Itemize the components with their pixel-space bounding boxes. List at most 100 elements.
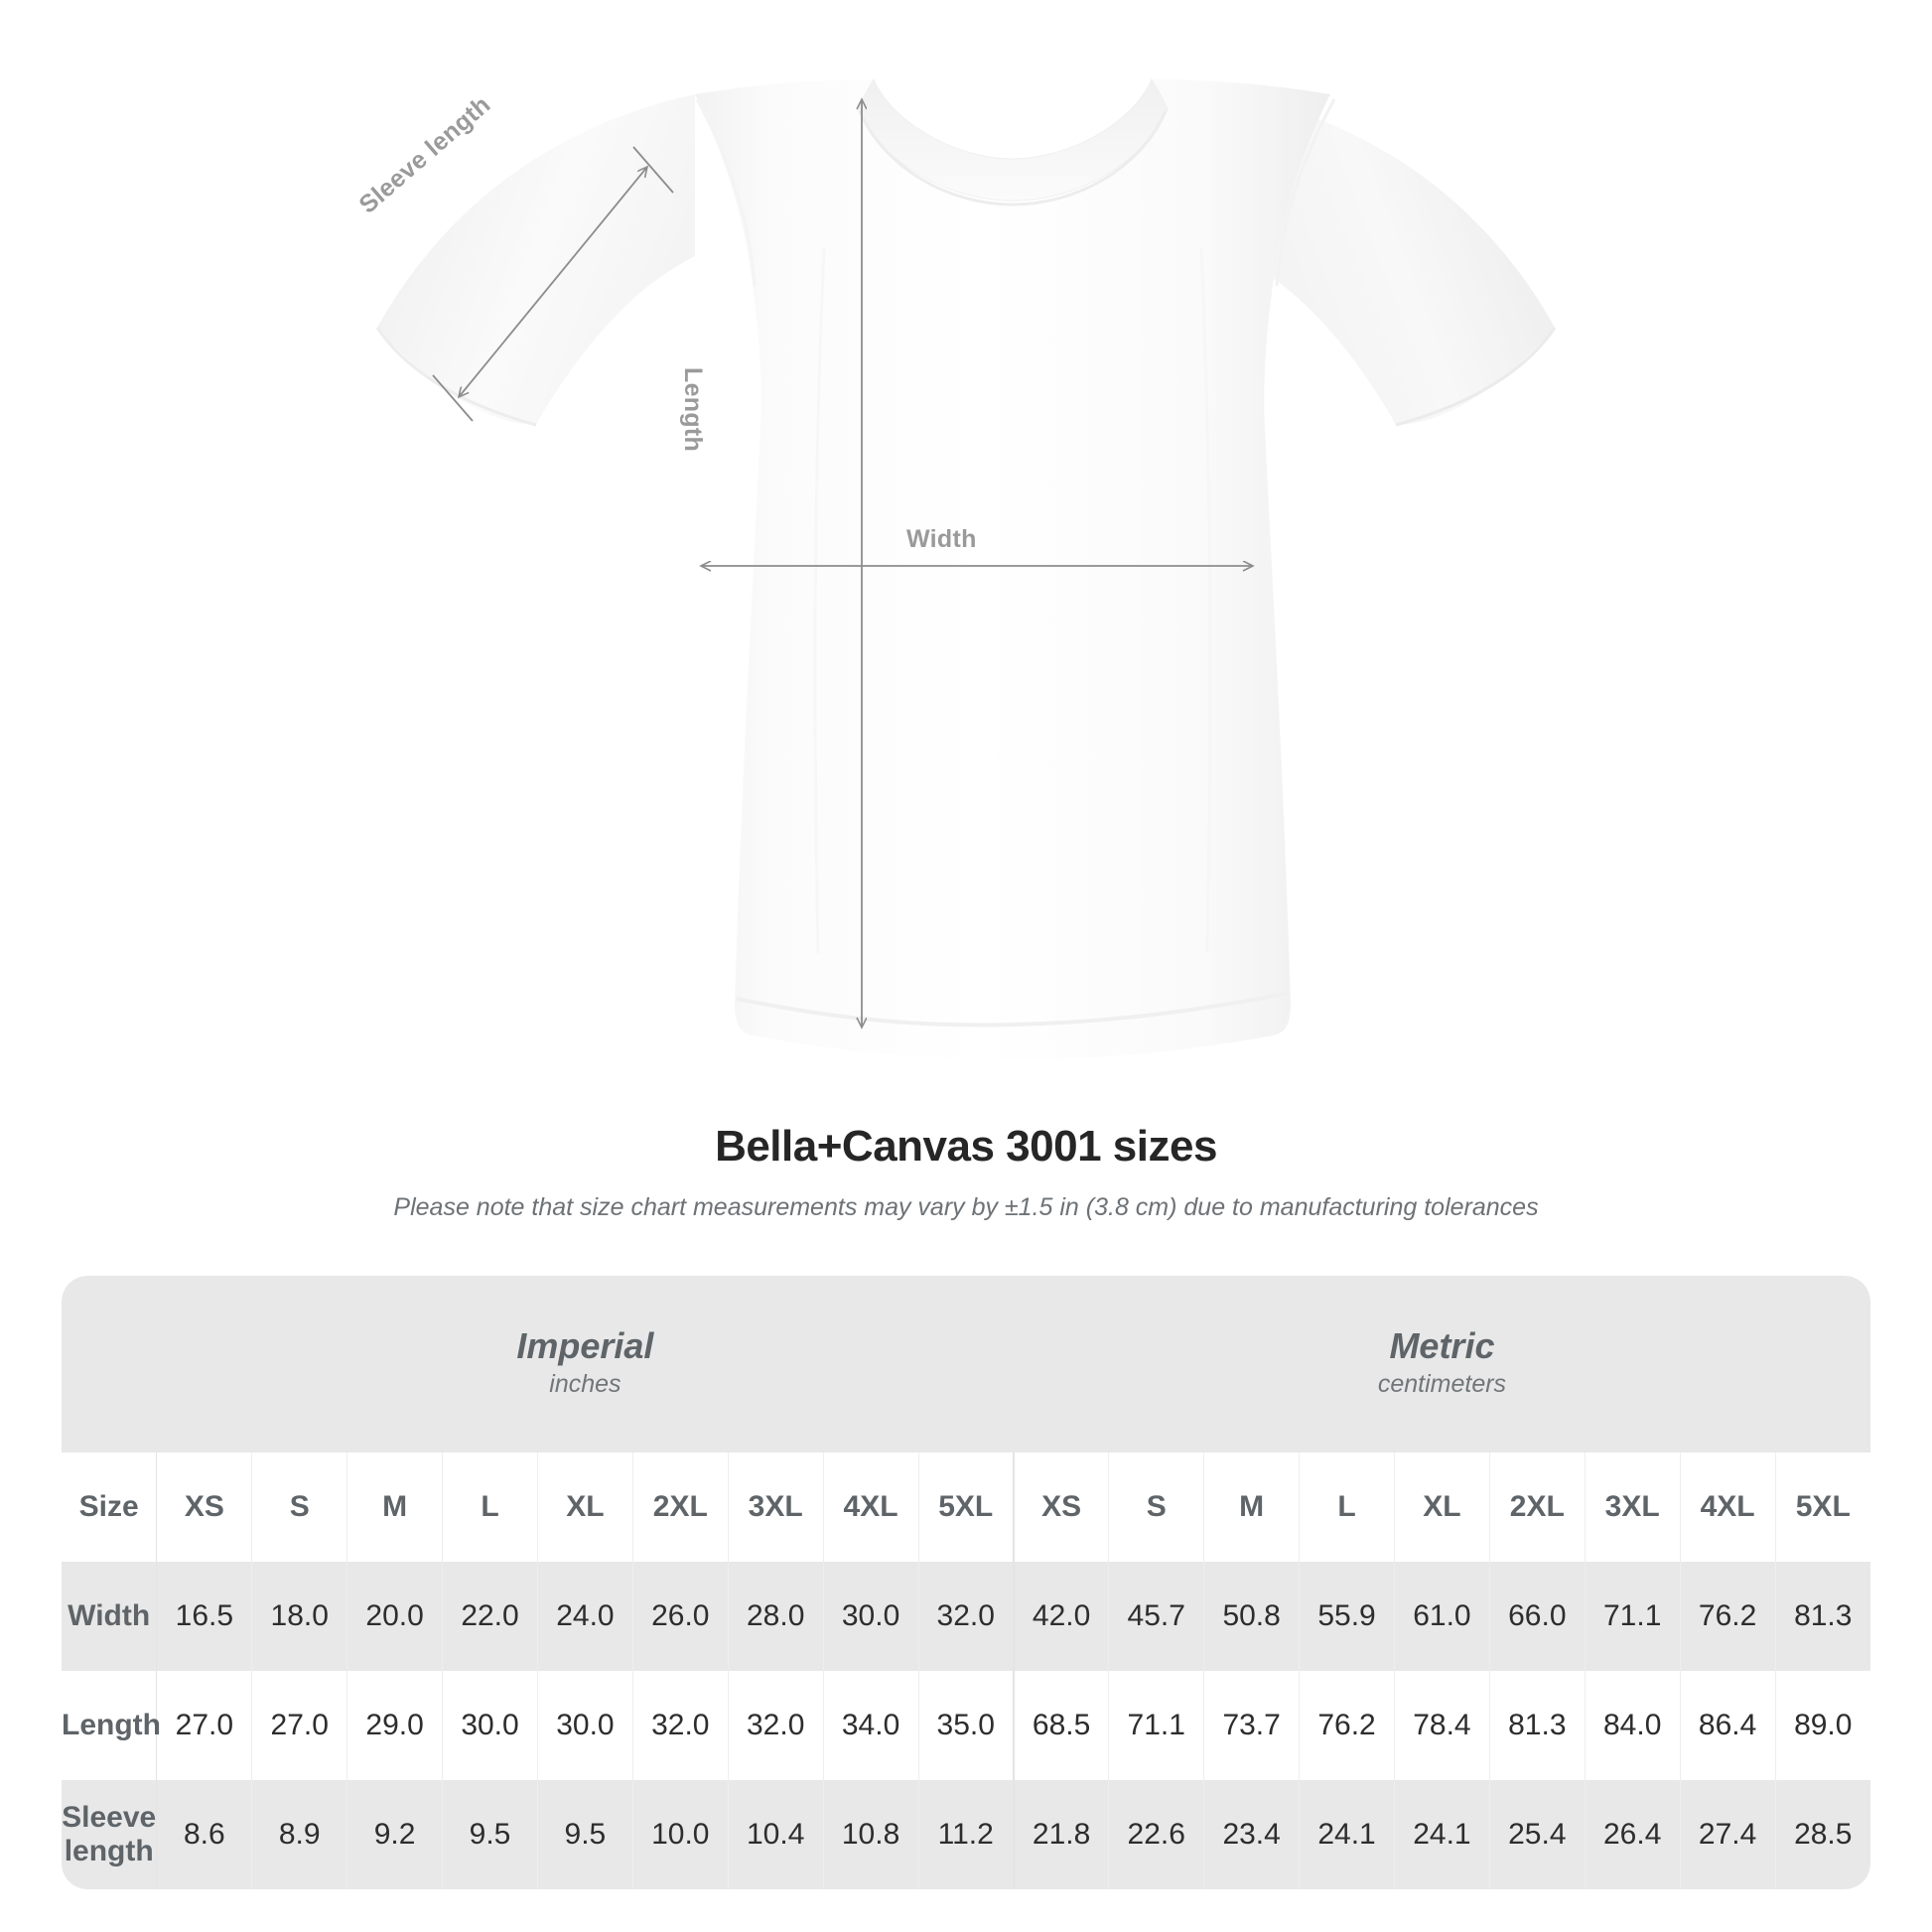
size-header-metric-xs: XS (1012, 1452, 1110, 1562)
cell-length-metric-5xl: 89.0 (1775, 1671, 1870, 1780)
cell-length-imperial-m: 29.0 (346, 1671, 444, 1780)
cell-width-metric-4xl: 76.2 (1680, 1562, 1776, 1671)
cell-length-imperial-l: 30.0 (442, 1671, 538, 1780)
size-header-metric-4xl: 4XL (1680, 1452, 1776, 1562)
unit-header-blank (62, 1276, 157, 1452)
size-header-imperial-xs: XS (156, 1452, 253, 1562)
size-header-imperial-4xl: 4XL (823, 1452, 919, 1562)
cell-sleeve-metric-5xl: 28.5 (1775, 1780, 1870, 1889)
unit-header-row: Imperial inches Metric centimeters (62, 1276, 1870, 1452)
cell-length-imperial-5xl: 35.0 (918, 1671, 1015, 1780)
sleeve-tick-bottom (432, 374, 474, 422)
unit-name-imperial: Imperial (516, 1324, 654, 1366)
cell-width-imperial-l: 22.0 (442, 1562, 538, 1671)
cell-sleeve-imperial-xl: 9.5 (537, 1780, 633, 1889)
size-header-imperial-l: L (442, 1452, 538, 1562)
size-header-metric-3xl: 3XL (1585, 1452, 1681, 1562)
size-header-metric-xl: XL (1394, 1452, 1490, 1562)
cell-width-imperial-xs: 16.5 (156, 1562, 253, 1671)
cell-length-metric-4xl: 86.4 (1680, 1671, 1776, 1780)
cell-length-imperial-s: 27.0 (251, 1671, 348, 1780)
length-label: Length (679, 367, 707, 453)
size-header-imperial-s: S (251, 1452, 348, 1562)
size-header-metric-l: L (1299, 1452, 1395, 1562)
size-header-imperial-m: M (346, 1452, 444, 1562)
cell-sleeve-imperial-5xl: 11.2 (918, 1780, 1015, 1889)
table-row: Length 27.0 27.0 29.0 30.0 30.0 32.0 32.… (62, 1671, 1870, 1780)
unit-sub-imperial: inches (549, 1369, 621, 1398)
cell-width-imperial-3xl: 28.0 (728, 1562, 824, 1671)
cell-width-imperial-s: 18.0 (251, 1562, 348, 1671)
cell-width-metric-xs: 42.0 (1012, 1562, 1110, 1671)
cell-width-imperial-m: 20.0 (346, 1562, 444, 1671)
cell-length-metric-s: 71.1 (1108, 1671, 1205, 1780)
size-header-imperial-3xl: 3XL (728, 1452, 824, 1562)
row-label-width: Width (62, 1562, 158, 1671)
cell-sleeve-imperial-s: 8.9 (251, 1780, 348, 1889)
cell-width-imperial-2xl: 26.0 (632, 1562, 729, 1671)
size-header-metric-s: S (1108, 1452, 1205, 1562)
size-header-imperial-2xl: 2XL (632, 1452, 729, 1562)
unit-header-metric: Metric centimeters (1013, 1276, 1870, 1452)
table-row: Sleeve length 8.6 8.9 9.2 9.5 9.5 10.0 1… (62, 1780, 1870, 1889)
size-header-metric-m: M (1203, 1452, 1301, 1562)
tshirt-illustration: Sleeve length Length Width (353, 77, 1557, 1060)
tshirt-shape (375, 77, 1557, 1060)
size-chart-table: Imperial inches Metric centimeters Size … (62, 1276, 1870, 1889)
cell-width-metric-3xl: 71.1 (1585, 1562, 1681, 1671)
unit-sub-metric: centimeters (1377, 1369, 1507, 1398)
cell-sleeve-imperial-3xl: 10.4 (728, 1780, 824, 1889)
cell-sleeve-imperial-l: 9.5 (442, 1780, 538, 1889)
cell-length-metric-xl: 78.4 (1394, 1671, 1490, 1780)
cell-length-metric-l: 76.2 (1299, 1671, 1395, 1780)
cell-width-metric-2xl: 66.0 (1489, 1562, 1586, 1671)
tolerance-note: Please note that size chart measurements… (393, 1193, 1539, 1221)
size-header-metric-5xl: 5XL (1775, 1452, 1870, 1562)
cell-sleeve-imperial-m: 9.2 (346, 1780, 444, 1889)
cell-width-metric-s: 45.7 (1108, 1562, 1205, 1671)
cell-length-imperial-xl: 30.0 (537, 1671, 633, 1780)
sleeve-length-arrow (459, 167, 647, 397)
cell-sleeve-metric-2xl: 25.4 (1489, 1780, 1586, 1889)
cell-length-imperial-4xl: 34.0 (823, 1671, 919, 1780)
cell-width-imperial-4xl: 30.0 (823, 1562, 919, 1671)
cell-length-metric-m: 73.7 (1203, 1671, 1301, 1780)
cell-sleeve-metric-3xl: 26.4 (1585, 1780, 1681, 1889)
cell-sleeve-imperial-xs: 8.6 (156, 1780, 253, 1889)
cell-width-metric-m: 50.8 (1203, 1562, 1301, 1671)
title-block: Bella+Canvas 3001 sizes Please note that… (0, 1122, 1932, 1222)
row-label-length: Length (62, 1671, 161, 1780)
cell-length-metric-3xl: 84.0 (1585, 1671, 1681, 1780)
cell-width-imperial-5xl: 32.0 (918, 1562, 1015, 1671)
page-title: Bella+Canvas 3001 sizes (715, 1122, 1217, 1171)
cell-sleeve-metric-l: 24.1 (1299, 1780, 1395, 1889)
tshirt-svg (375, 77, 1557, 1060)
unit-header-imperial: Imperial inches (156, 1276, 1014, 1452)
cell-sleeve-imperial-4xl: 10.8 (823, 1780, 919, 1889)
cell-sleeve-metric-m: 23.4 (1203, 1780, 1301, 1889)
cell-sleeve-imperial-2xl: 10.0 (632, 1780, 729, 1889)
table-row: Width 16.5 18.0 20.0 22.0 24.0 26.0 28.0… (62, 1562, 1870, 1671)
cell-sleeve-metric-4xl: 27.4 (1680, 1780, 1776, 1889)
cell-width-metric-xl: 61.0 (1394, 1562, 1490, 1671)
cell-width-metric-5xl: 81.3 (1775, 1562, 1870, 1671)
cell-length-metric-xs: 68.5 (1012, 1671, 1110, 1780)
cell-sleeve-metric-s: 22.6 (1108, 1780, 1205, 1889)
cell-width-imperial-xl: 24.0 (537, 1562, 633, 1671)
cell-sleeve-metric-xs: 21.8 (1012, 1780, 1110, 1889)
cell-width-metric-l: 55.9 (1299, 1562, 1395, 1671)
cell-length-imperial-xs: 27.0 (156, 1671, 253, 1780)
unit-name-metric: Metric (1389, 1324, 1495, 1366)
size-header-label: Size (62, 1452, 158, 1562)
width-label: Width (906, 525, 977, 553)
size-chart-table-wrapper: Imperial inches Metric centimeters Size … (62, 1276, 1870, 1889)
row-label-sleeve-length: Sleeve length (62, 1780, 158, 1889)
size-header-imperial-xl: XL (537, 1452, 633, 1562)
cell-length-imperial-2xl: 32.0 (632, 1671, 729, 1780)
size-header-row: Size XS S M L XL 2XL 3XL 4XL 5XL XS S M … (62, 1452, 1870, 1562)
cell-length-imperial-3xl: 32.0 (728, 1671, 824, 1780)
size-chart-table-body: Imperial inches Metric centimeters Size … (62, 1276, 1870, 1889)
cell-length-metric-2xl: 81.3 (1489, 1671, 1586, 1780)
cell-sleeve-metric-xl: 24.1 (1394, 1780, 1490, 1889)
size-header-metric-2xl: 2XL (1489, 1452, 1586, 1562)
